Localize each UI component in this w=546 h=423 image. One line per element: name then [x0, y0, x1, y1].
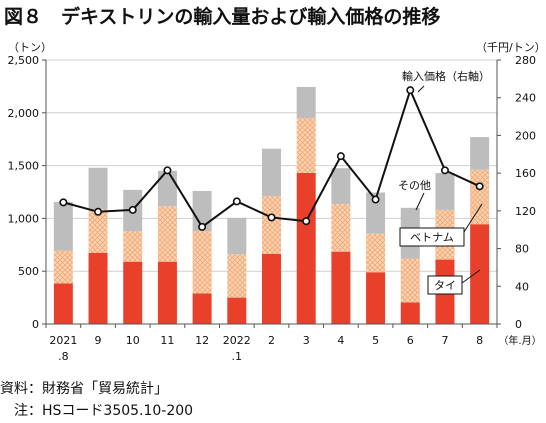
bar-thai [296, 172, 316, 324]
callout-leader [417, 85, 425, 93]
x-tick-label: 2 [268, 334, 275, 347]
price-point [302, 217, 311, 226]
price-point [440, 166, 449, 175]
left-tick-label: 2,000 [8, 107, 40, 120]
vietnam-callout-box [399, 227, 465, 247]
bar-vietnam [470, 169, 490, 225]
bar-vietnam [400, 258, 420, 303]
bar-thai [192, 293, 212, 324]
bar-thai [53, 283, 73, 324]
bar-other [157, 170, 177, 207]
bar-vietnam [192, 231, 212, 294]
left-tick-label: 2,500 [8, 54, 40, 67]
right-tick-label: 240 [515, 92, 536, 105]
bar-other [262, 148, 281, 197]
code-note: 注：HSコード3505.10-200 [0, 403, 194, 419]
x-tick-label: 8 [476, 334, 483, 347]
x-tick-label: .8 [58, 350, 69, 363]
price-callout: 輸入価格（右軸） [402, 69, 490, 83]
bar-thai [88, 252, 108, 324]
right-tick-label: 0 [515, 318, 522, 331]
bar-vietnam [123, 231, 143, 262]
right-tick-label: 120 [515, 205, 536, 218]
price-point [475, 182, 484, 191]
price-point [232, 197, 241, 206]
bar-thai [331, 251, 351, 324]
x-tick-label: 11 [160, 334, 174, 347]
bar-vietnam [296, 118, 316, 173]
bar-vietnam [53, 250, 73, 284]
x-tick-label: 6 [407, 334, 414, 347]
source-note: 資料：財務省「貿易統計」 [0, 381, 168, 397]
bar-vietnam [157, 206, 177, 262]
bar-other [331, 168, 351, 205]
bar-thai [123, 261, 143, 324]
bar-vietnam [262, 196, 281, 254]
other-callout: その他 [398, 179, 431, 192]
bar-other [88, 167, 108, 210]
callout-leader [415, 192, 425, 211]
price-point [198, 222, 207, 231]
bar-thai [400, 302, 420, 324]
bar-other [435, 172, 455, 210]
x-tick-label: 5 [372, 334, 379, 347]
bar-thai [262, 253, 281, 324]
bar-other [53, 202, 73, 251]
left-tick-label: 1,000 [8, 212, 40, 225]
bar-thai [470, 224, 490, 324]
price-point [406, 86, 415, 95]
right-tick-label: 80 [515, 243, 529, 256]
vietnam-callout: ベトナム [410, 231, 454, 244]
callout-leader [461, 269, 481, 284]
bar-thai [227, 297, 247, 324]
x-tick-label: 2021 [49, 334, 77, 347]
price-point [163, 166, 172, 175]
thai-callout-box [427, 275, 463, 295]
left-tick-label: 0 [32, 318, 39, 331]
right-axis-unit: （千円/トン） [476, 41, 546, 54]
x-tick-label: 12 [195, 334, 209, 347]
thai-callout: タイ [434, 279, 456, 292]
left-tick-label: 500 [18, 265, 39, 278]
price-point [128, 205, 137, 214]
x-tick-label: 7 [441, 334, 448, 347]
bar-vietnam [366, 233, 386, 273]
callout-leader [463, 203, 483, 233]
x-tick-label: 10 [126, 334, 140, 347]
bar-other [470, 137, 490, 170]
x-tick-label: 4 [337, 334, 344, 347]
x-axis-unit: （年.月） [498, 334, 541, 347]
bar-vietnam [331, 204, 351, 252]
bar-other [227, 217, 247, 255]
bar-vietnam [227, 254, 247, 298]
price-point [94, 207, 103, 216]
left-tick-label: 1,500 [8, 160, 40, 173]
right-tick-label: 160 [515, 167, 536, 180]
bar-thai [157, 261, 177, 324]
left-axis-unit: （トン） [8, 41, 52, 54]
right-tick-label: 40 [515, 280, 529, 293]
bar-vietnam [88, 209, 108, 253]
x-tick-label: .1 [232, 350, 243, 363]
x-tick-label: 3 [303, 334, 310, 347]
bar-other [296, 86, 316, 119]
x-tick-label: 9 [95, 334, 102, 347]
bar-thai [366, 272, 386, 324]
price-point [267, 213, 276, 222]
price-point [336, 152, 345, 161]
right-tick-label: 280 [515, 54, 536, 67]
price-point [371, 195, 380, 204]
price-point [59, 198, 68, 207]
x-tick-label: 2022 [223, 334, 251, 347]
bar-other [366, 192, 386, 234]
chart-title: 図８ デキストリンの輸入量および輸入価格の推移 [4, 6, 441, 28]
right-tick-label: 200 [515, 129, 536, 142]
